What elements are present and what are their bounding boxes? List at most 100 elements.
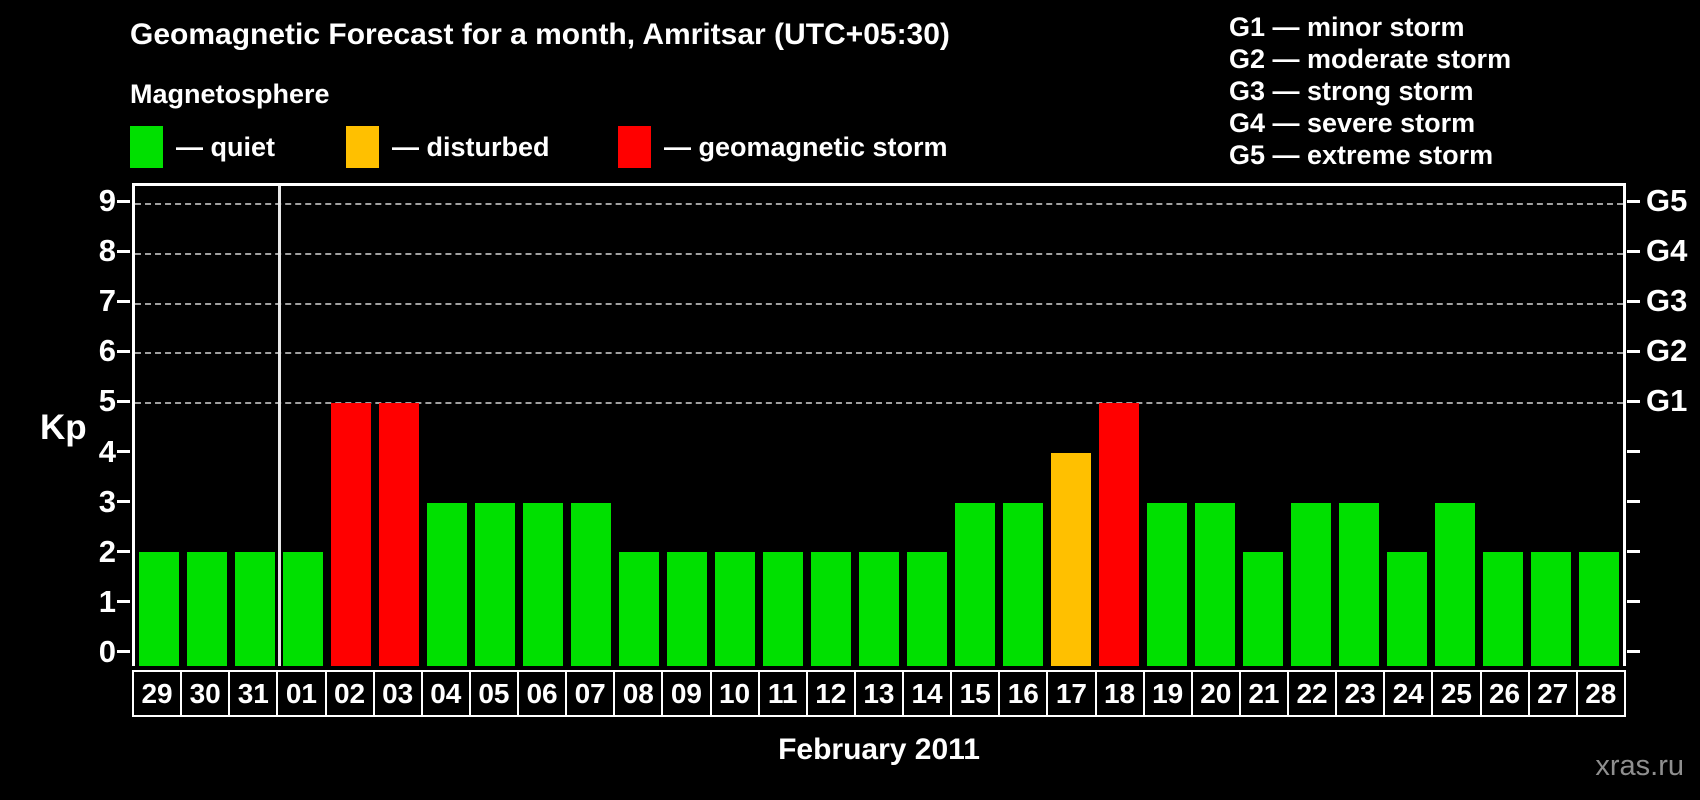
g-axis-label-G4: G4 — [1646, 233, 1688, 269]
left-tick-kp3 — [117, 500, 130, 504]
date-cell-21: 21 — [1238, 672, 1287, 715]
gridline-kp8 — [135, 252, 1623, 255]
g-axis-label-G1: G1 — [1646, 383, 1688, 419]
date-cell-25: 25 — [1431, 672, 1479, 715]
g3-legend-line: G3 — strong storm — [1229, 76, 1474, 106]
right-tick-kp0 — [1627, 650, 1640, 654]
kp-bar-06 — [522, 502, 564, 666]
month-separator-line — [277, 186, 281, 666]
kp-bar-10 — [714, 552, 756, 666]
g1-legend-line: G1 — minor storm — [1229, 12, 1465, 42]
g-axis-label-G2: G2 — [1646, 333, 1688, 369]
g4-legend-line: G4 — severe storm — [1229, 108, 1476, 138]
gridline-kp7 — [135, 302, 1623, 305]
date-cell-29: 29 — [141, 678, 173, 709]
legend-item-disturbed: — disturbed — [346, 126, 550, 168]
left-tick-kp1 — [117, 600, 130, 604]
page-title: Geomagnetic Forecast for a month, Amrits… — [130, 18, 950, 51]
kp-bar-04 — [426, 502, 468, 666]
g-axis-label-G3: G3 — [1646, 283, 1688, 319]
y-axis-label-2: 2 — [98, 533, 116, 569]
date-cell-22: 22 — [1287, 672, 1335, 715]
y-axis-label-3: 3 — [98, 483, 116, 519]
gridline-kp6 — [135, 352, 1623, 355]
date-cell-26: 26 — [1479, 672, 1528, 715]
date-cell-18: 18 — [1094, 672, 1143, 715]
left-tick-kp0 — [117, 650, 130, 654]
y-axis-label-7: 7 — [98, 283, 116, 319]
kp-bar-17 — [1050, 452, 1092, 666]
right-tick-kp9 — [1627, 199, 1640, 203]
right-tick-kp2 — [1627, 550, 1640, 554]
kp-bar-15 — [954, 502, 996, 666]
left-tick-kp6 — [117, 349, 130, 353]
gridline-kp5 — [135, 402, 1623, 405]
kp-bar-30 — [186, 552, 228, 666]
y-axis-label-6: 6 — [98, 333, 116, 369]
right-tick-kp7 — [1627, 299, 1640, 303]
kp-bar-27 — [1530, 552, 1572, 666]
magnetosphere-label: Magnetosphere — [130, 79, 330, 109]
left-tick-kp8 — [117, 249, 130, 253]
x-axis-title: February 2011 — [778, 733, 980, 766]
kp-bar-07 — [570, 502, 612, 666]
legend-label-quiet: — quiet — [176, 131, 275, 162]
storm-color-swatch — [618, 126, 651, 168]
date-cell-14: 14 — [902, 672, 950, 715]
left-tick-kp2 — [117, 550, 130, 554]
kp-bar-11 — [762, 552, 804, 666]
g-scale-legend: G1 — minor storm G2 — moderate storm G3 … — [1229, 11, 1511, 171]
date-cell-13: 13 — [853, 672, 902, 715]
y-axis-label-9: 9 — [98, 183, 116, 219]
date-cell-28: 28 — [1575, 672, 1624, 715]
right-tick-kp3 — [1627, 500, 1640, 504]
kp-bar-13 — [858, 552, 900, 666]
kp-bar-12 — [810, 552, 852, 666]
date-cell-05: 05 — [468, 672, 517, 715]
date-cell-09: 09 — [661, 672, 709, 715]
kp-bar-25 — [1434, 502, 1476, 666]
kp-bar-03 — [378, 403, 420, 666]
kp-bar-05 — [474, 502, 516, 666]
left-tick-kp5 — [117, 399, 130, 403]
kp-bar-26 — [1482, 552, 1524, 666]
date-cell-07: 07 — [565, 672, 613, 715]
y-axis-label-1: 1 — [98, 583, 116, 619]
kp-bar-31 — [234, 552, 276, 666]
date-cell-17: 17 — [1046, 672, 1094, 715]
kp-bar-08 — [618, 552, 660, 666]
kp-bar-16 — [1002, 502, 1044, 666]
kp-bar-02 — [330, 403, 372, 666]
kp-bar-19 — [1146, 502, 1188, 666]
kp-bar-20 — [1194, 502, 1236, 666]
kp-bar-24 — [1386, 552, 1428, 666]
left-tick-kp4 — [117, 450, 130, 454]
disturbed-color-swatch — [346, 126, 379, 168]
legend-label-storm: — geomagnetic storm — [664, 131, 948, 162]
date-cell-11: 11 — [757, 672, 806, 715]
watermark: xras.ru — [1595, 750, 1684, 782]
y-axis-label-5: 5 — [98, 383, 116, 419]
left-tick-kp9 — [117, 199, 130, 203]
y-axis-title: Kp — [40, 408, 87, 447]
date-axis: 29 30 31 01 02 03 04 05 06 07 08 09 10 11 12 13 14 15 16 17… — [132, 670, 1626, 717]
kp-bar-21 — [1242, 552, 1284, 666]
legend-item-storm: — geomagnetic storm — [618, 126, 948, 168]
right-tick-kp1 — [1627, 600, 1640, 604]
date-cell-30: 30 — [180, 672, 228, 715]
gridline-kp9 — [135, 202, 1623, 205]
date-cell-15: 15 — [950, 672, 998, 715]
legend-label-disturbed: — disturbed — [392, 131, 550, 162]
date-cell-02: 02 — [324, 672, 373, 715]
g-axis-label-G5: G5 — [1646, 183, 1688, 219]
kp-bar-18 — [1098, 403, 1140, 666]
left-tick-kp7 — [117, 299, 130, 303]
right-tick-kp8 — [1627, 249, 1640, 253]
date-cell-08: 08 — [613, 672, 661, 715]
kp-bar-09 — [666, 552, 708, 666]
kp-bar-14 — [906, 552, 948, 666]
quiet-color-swatch — [130, 126, 163, 168]
plot-area — [132, 183, 1626, 666]
kp-bar-23 — [1338, 502, 1380, 666]
